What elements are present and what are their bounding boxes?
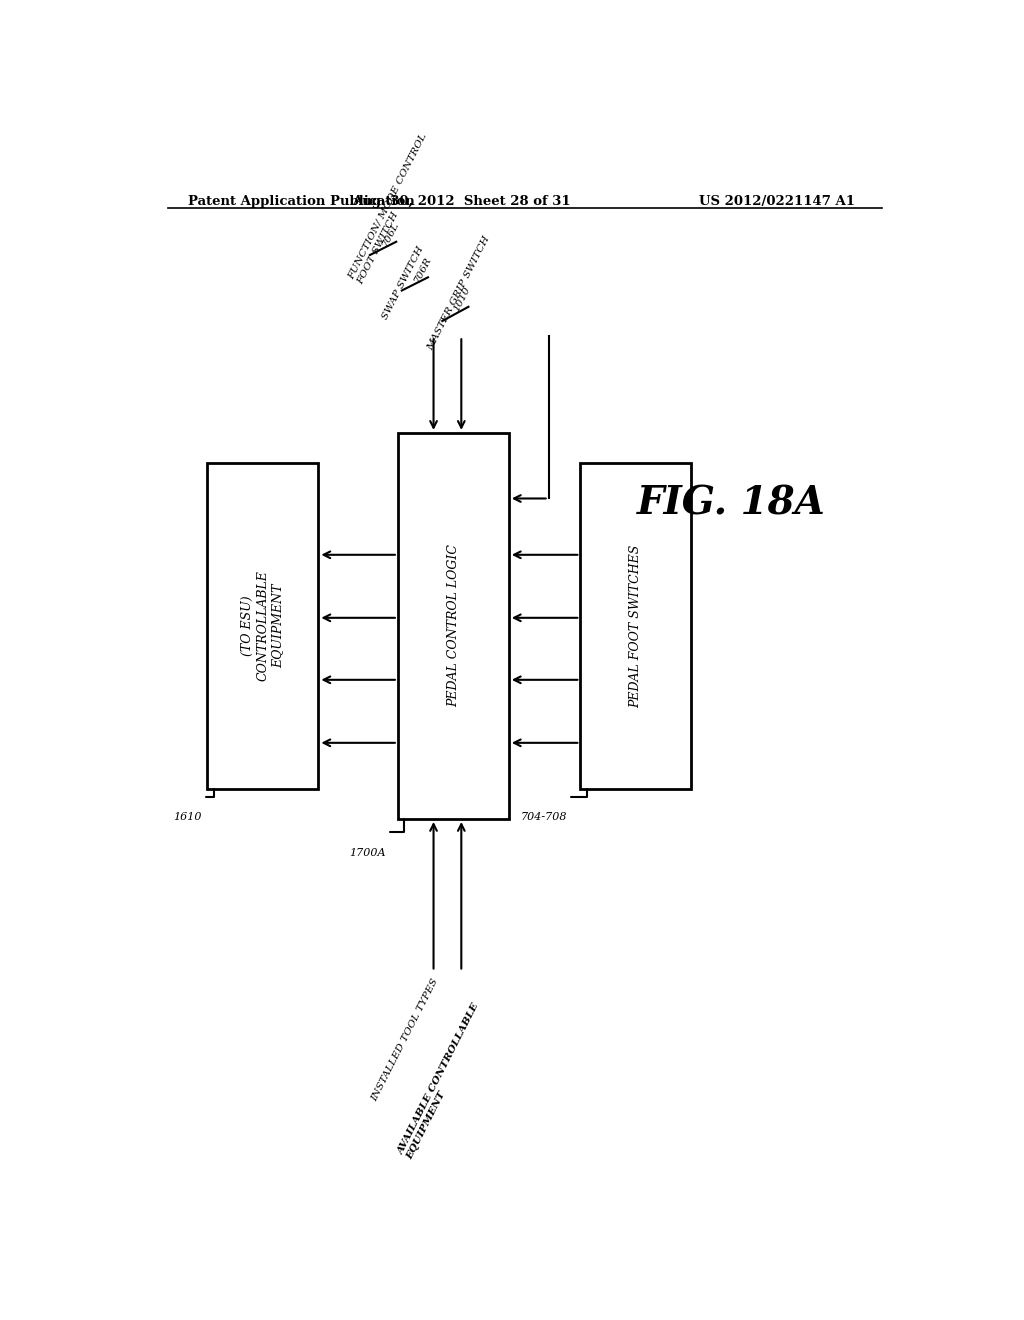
Text: Aug. 30, 2012  Sheet 28 of 31: Aug. 30, 2012 Sheet 28 of 31 — [352, 195, 570, 209]
Text: 1610: 1610 — [173, 812, 202, 822]
Text: FUNCTION/ MODE CONTROL
FOOT SWITCH: FUNCTION/ MODE CONTROL FOOT SWITCH — [346, 132, 437, 285]
Text: 706R: 706R — [412, 255, 433, 284]
Bar — [581, 463, 691, 788]
Text: AVAILABLE CONTROLLABLE
EQUIPMENT: AVAILABLE CONTROLLABLE EQUIPMENT — [396, 1002, 490, 1162]
Text: 704-708: 704-708 — [520, 812, 567, 822]
Text: 706L: 706L — [380, 220, 400, 248]
Text: Patent Application Publication: Patent Application Publication — [187, 195, 415, 209]
Text: (TO ESU)
CONTROLLABLE
EQUIPMENT: (TO ESU) CONTROLLABLE EQUIPMENT — [242, 570, 285, 681]
Text: 1010: 1010 — [452, 285, 472, 313]
Text: US 2012/0221147 A1: US 2012/0221147 A1 — [699, 195, 855, 209]
Text: MASTER GRIP SWITCH: MASTER GRIP SWITCH — [426, 234, 492, 351]
Text: 1700A: 1700A — [349, 847, 386, 858]
Text: FIG. 18A: FIG. 18A — [637, 484, 825, 523]
Bar — [397, 433, 509, 818]
Text: SWAP SWITCH: SWAP SWITCH — [380, 246, 425, 321]
Text: INSTALLED TOOL TYPES: INSTALLED TOOL TYPES — [370, 977, 440, 1102]
Bar — [207, 463, 318, 788]
Text: PEDAL CONTROL LOGIC: PEDAL CONTROL LOGIC — [446, 544, 460, 708]
Text: PEDAL FOOT SWITCHES: PEDAL FOOT SWITCHES — [630, 544, 642, 708]
